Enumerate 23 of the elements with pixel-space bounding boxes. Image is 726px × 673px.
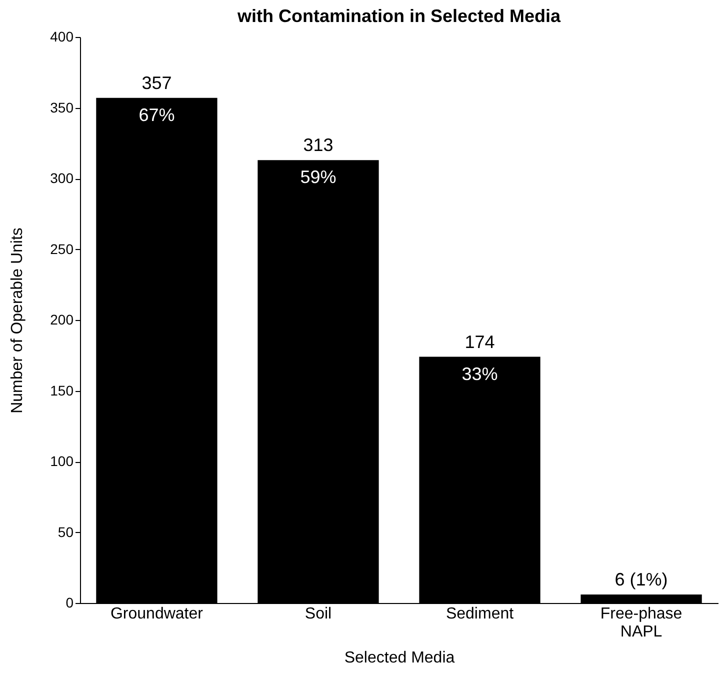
y-axis-title: Number of Operable Units [9,228,26,414]
y-tick-label: 350 [50,99,74,116]
x-tick-label: Free-phase NAPL [600,606,682,640]
y-tick-label: 0 [66,594,74,610]
y-tick-label: 250 [50,240,74,257]
data-label: 174 [464,332,495,352]
annotation: 67% [138,104,175,125]
x-tick-label: Groundwater [110,606,204,622]
y-tick-label: 150 [50,382,74,398]
chart-title: with Contamination in Selected Media [236,6,562,26]
y-tick-label: 50 [58,524,74,540]
y-tick-label: 400 [50,28,74,44]
data-label: 6 (1%) [614,570,668,590]
y-tick-label: 300 [50,170,74,186]
data-label: 313 [303,135,334,156]
x-tick-label: Soil [304,606,332,622]
y-tick-label: 200 [50,312,74,328]
y-tick-label: 100 [50,453,74,469]
annotation: 33% [462,364,498,384]
annotation: 59% [300,167,336,188]
data-label: 357 [142,72,172,93]
x-tick-label: Sediment [446,606,514,622]
x-axis-title: Selected Media [344,650,455,666]
